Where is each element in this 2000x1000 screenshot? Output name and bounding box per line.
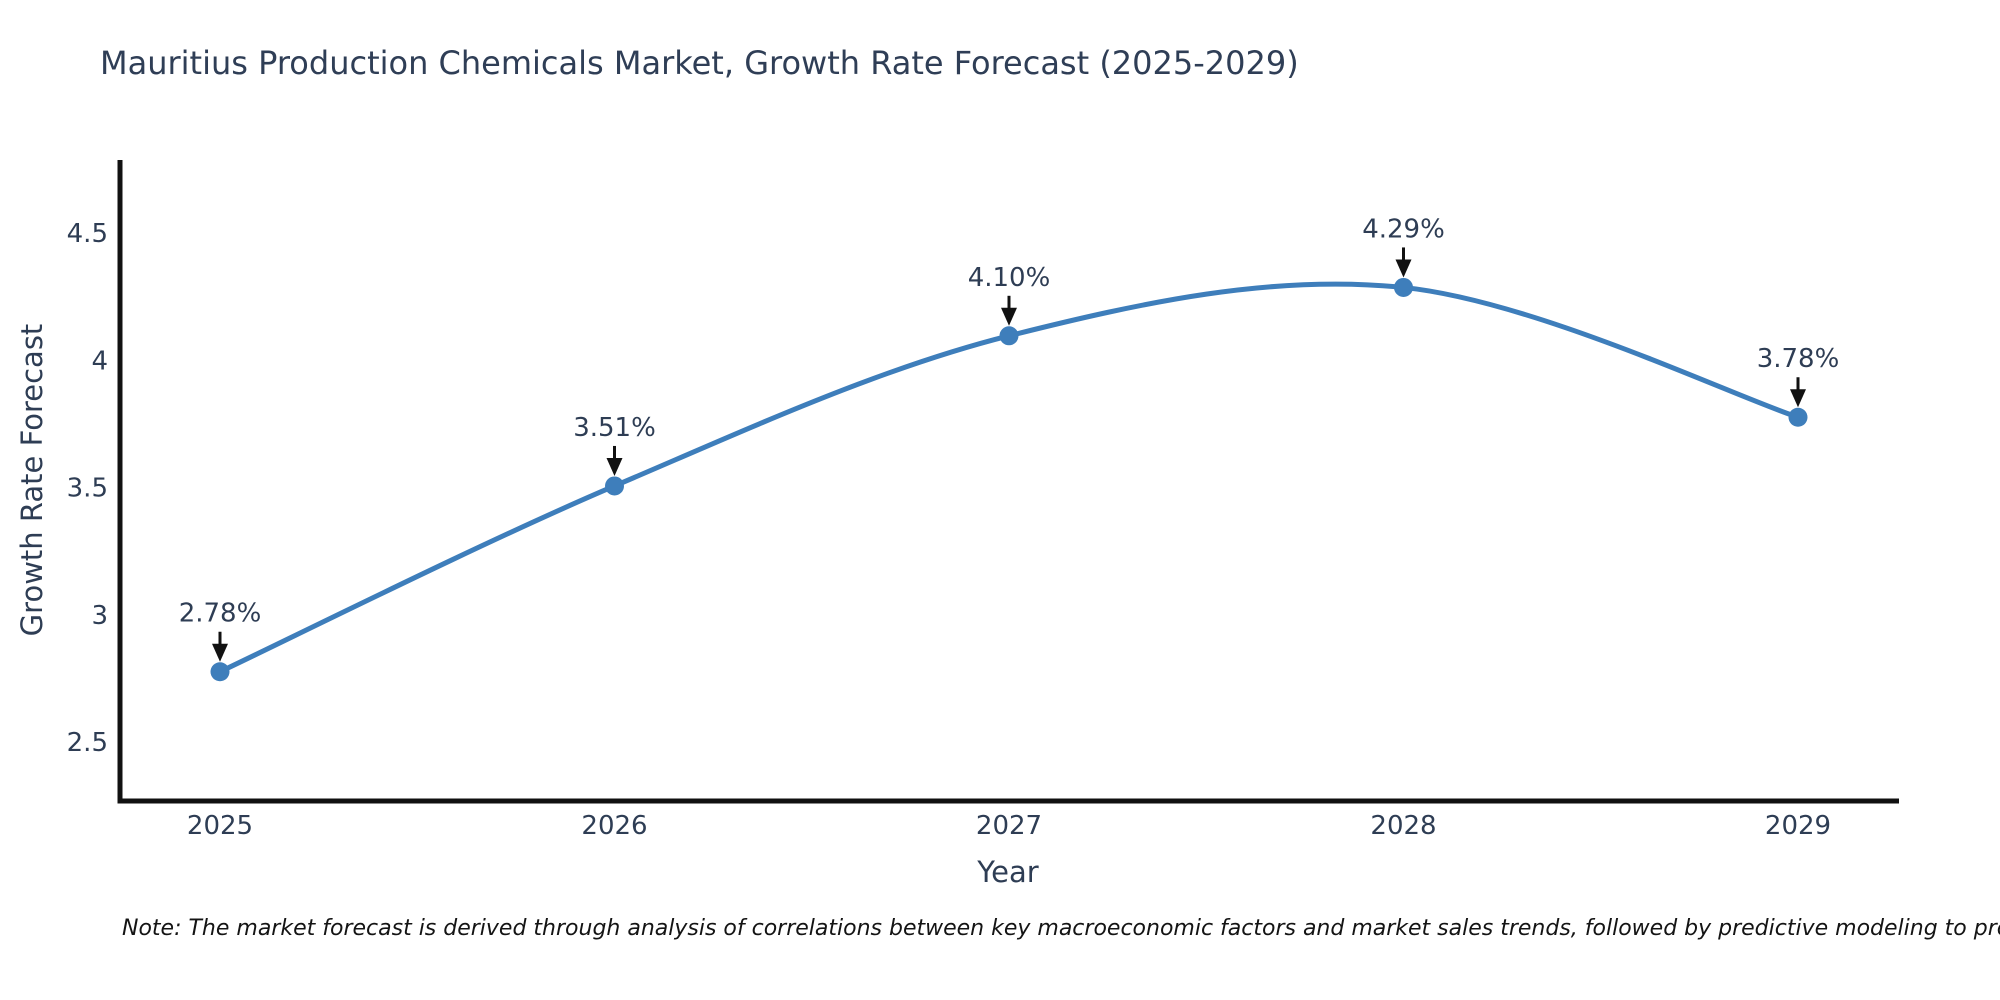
x-tick-label: 2028	[1370, 811, 1436, 841]
annotation-arrowhead-icon	[212, 643, 228, 662]
x-tick-label: 2026	[581, 811, 647, 841]
annotation-arrowhead-icon	[1001, 307, 1017, 326]
data-point-marker	[1394, 277, 1413, 297]
y-tick-label: 2.5	[67, 728, 108, 758]
data-point-marker	[605, 476, 624, 496]
annotation-arrowhead-icon	[606, 457, 623, 476]
x-tick-label: 2029	[1765, 811, 1831, 841]
x-axis-label: Year	[976, 855, 1038, 889]
y-tick-label: 3.5	[67, 474, 108, 504]
point-annotation-label: 4.29%	[1362, 214, 1445, 244]
point-annotation-label: 3.78%	[1757, 344, 1840, 374]
data-point-marker	[1788, 407, 1808, 427]
point-annotation-label: 4.10%	[968, 263, 1051, 293]
chart-title: Mauritius Production Chemicals Market, G…	[100, 44, 1299, 82]
data-point-marker	[210, 662, 230, 682]
annotation-arrowhead-icon	[1395, 259, 1412, 278]
x-tick-label: 2027	[976, 811, 1042, 841]
data-point-marker	[999, 326, 1019, 346]
footnote: Note: The market forecast is derived thr…	[122, 916, 2000, 941]
point-annotation-label: 2.78%	[179, 599, 262, 629]
y-axis-label: Growth Rate Forecast	[15, 324, 49, 637]
y-tick-label: 4	[91, 346, 108, 376]
x-tick-label: 2025	[187, 811, 253, 841]
y-tick-label: 3	[91, 601, 108, 631]
annotation-arrowhead-icon	[1790, 389, 1806, 408]
point-annotation-label: 3.51%	[573, 413, 656, 443]
y-tick-label: 4.5	[67, 219, 108, 249]
